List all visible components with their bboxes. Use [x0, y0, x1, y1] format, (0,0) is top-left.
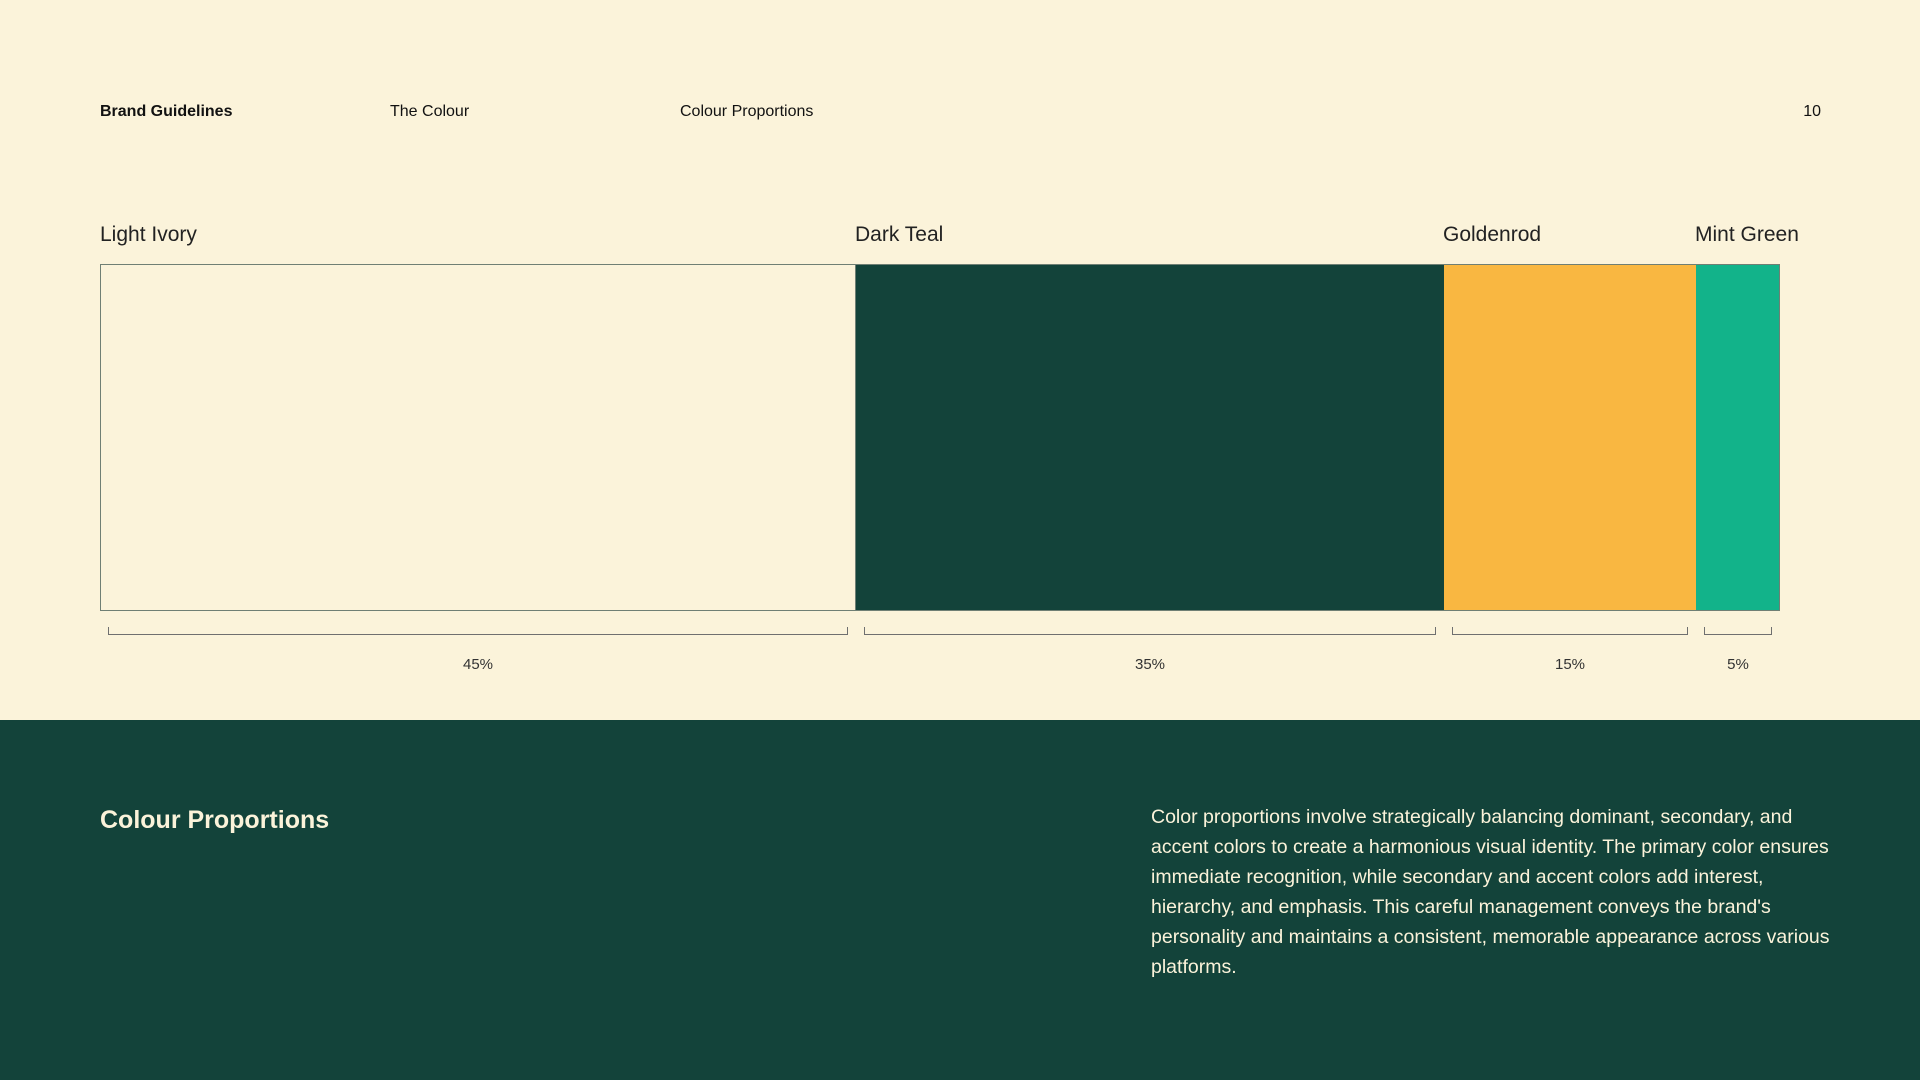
page-number: 10: [1803, 103, 1821, 120]
swatch-label-mint-green: Mint Green: [1695, 223, 1799, 246]
subsection-title: Colour Proportions: [680, 103, 814, 120]
swatch-goldenrod: [1444, 264, 1696, 611]
bracket-light-ivory: [108, 627, 848, 635]
bracket-dark-teal: [864, 627, 1436, 635]
percent-label-mint-green: 5%: [1727, 656, 1749, 673]
swatch-label-light-ivory: Light Ivory: [100, 223, 197, 246]
footer-description: Color proportions involve strategically …: [1151, 806, 1830, 978]
brand-title: Brand Guidelines: [100, 103, 233, 120]
section-title: The Colour: [390, 103, 470, 120]
footer-panel: Colour Proportions Color proportions inv…: [0, 720, 1920, 1080]
swatch-label-dark-teal: Dark Teal: [855, 223, 944, 246]
bracket-goldenrod: [1452, 627, 1688, 635]
swatch-label-goldenrod: Goldenrod: [1443, 223, 1542, 246]
percent-label-dark-teal: 35%: [1134, 656, 1166, 673]
footer-title: Colour Proportions: [100, 806, 330, 834]
percent-label-light-ivory: 45%: [462, 656, 494, 673]
percent-label-goldenrod: 15%: [1554, 656, 1586, 673]
bracket-mint-green: [1704, 627, 1772, 635]
swatch-light-ivory: [100, 264, 856, 611]
swatch-dark-teal: [856, 264, 1444, 611]
colour-proportion-bar: Light Ivory 45% Dark Teal 35% Goldenrod 15% Mi…: [100, 223, 1799, 673]
swatch-mint-green: [1696, 264, 1780, 611]
